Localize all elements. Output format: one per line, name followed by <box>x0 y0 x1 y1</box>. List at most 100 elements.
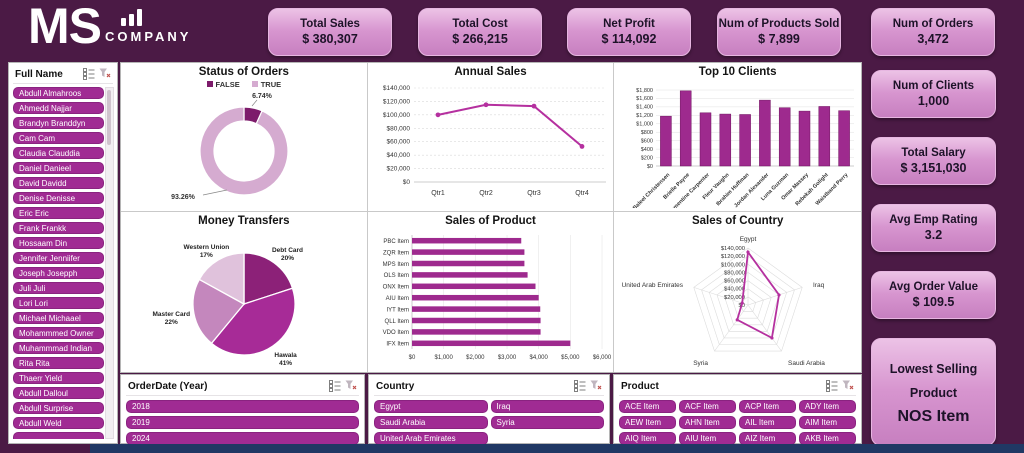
full-name-item[interactable]: Juli Juli <box>13 282 104 294</box>
svg-text:$100,000: $100,000 <box>383 112 410 119</box>
svg-text:$1,600: $1,600 <box>637 96 654 102</box>
year-item[interactable]: 2018 <box>126 400 359 413</box>
svg-text:$120,000: $120,000 <box>721 254 745 260</box>
product-slicer: Product ACE Item ACF Item ACP Item ADY Item… <box>613 374 862 446</box>
product-item[interactable]: AEW Item <box>619 416 676 429</box>
kpi-value: 1,000 <box>917 94 950 108</box>
kpi-label: Avg Order Value <box>888 281 979 293</box>
svg-text:$1,200: $1,200 <box>637 113 654 119</box>
svg-text:$2,000: $2,000 <box>466 355 485 361</box>
kpi-value: $ 7,899 <box>758 32 800 46</box>
clear-filter-icon[interactable] <box>99 68 111 80</box>
kpi-card-total-sales: Total Sales $ 380,307 <box>268 8 392 56</box>
full-name-item[interactable]: Abdull Surprise <box>13 402 104 414</box>
svg-text:QLL Item: QLL Item <box>384 319 408 325</box>
full-name-item[interactable]: Cam Cam <box>13 132 104 144</box>
svg-text:$20,000: $20,000 <box>724 295 745 301</box>
product-item[interactable]: AIM Item <box>799 416 856 429</box>
full-name-item[interactable]: Jennifer Jenniifer <box>13 252 104 264</box>
kpi-label: Total Cost <box>452 18 508 30</box>
full-name-item[interactable]: Brandyn Branddyn <box>13 117 104 129</box>
country-item[interactable]: Saudi Arabia <box>374 416 488 429</box>
product-item[interactable]: ACF Item <box>679 400 736 413</box>
kpi-value: $ 266,215 <box>452 32 508 46</box>
orderdate-year-slicer: OrderDate (Year) 2018 2019 2024 <box>120 374 365 445</box>
product-item[interactable]: AIZ Item <box>739 432 796 445</box>
product-item[interactable]: ACP Item <box>739 400 796 413</box>
product-item[interactable]: ACE Item <box>619 400 676 413</box>
country-item[interactable]: Iraq <box>490 400 604 413</box>
svg-text:Syria: Syria <box>694 360 709 367</box>
company-logo: MS COMPANY <box>28 0 191 53</box>
svg-text:Baleel Christensen: Baleel Christensen <box>632 172 672 208</box>
kpi-value: $ 114,092 <box>601 32 657 46</box>
full-name-item[interactable]: Ahmedd Najjar <box>13 102 104 114</box>
full-name-item[interactable]: Abdull Weld <box>13 417 104 429</box>
logo-subtitle: COMPANY <box>105 28 192 44</box>
kpi-card-products-sold: Num of Products Sold $ 7,899 <box>717 8 841 56</box>
svg-text:93.26%: 93.26% <box>171 194 196 201</box>
chart-title: Annual Sales <box>454 66 527 78</box>
multiselect-icon[interactable] <box>83 68 95 80</box>
svg-text:$1,000: $1,000 <box>434 355 453 361</box>
svg-text:$800: $800 <box>641 130 653 136</box>
scrollbar[interactable] <box>105 87 114 439</box>
kpi-value: $ 109.5 <box>912 295 955 309</box>
full-name-item[interactable]: Thaerr Yield <box>13 372 104 384</box>
full-name-item[interactable]: Eric Eric <box>13 207 104 219</box>
country-item[interactable]: Syria <box>490 416 604 429</box>
full-name-item[interactable]: Joseph Josepph <box>13 267 104 279</box>
clear-filter-icon[interactable] <box>590 380 602 392</box>
full-name-item[interactable]: Rita Rita <box>13 357 104 369</box>
logo-text: MS <box>28 0 102 54</box>
kpi-value: $ 3,151,030 <box>900 161 967 175</box>
full-name-item[interactable]: Lori Lori <box>13 297 104 309</box>
full-name-item[interactable]: Claudia Clauddia <box>13 147 104 159</box>
svg-text:Qtr1: Qtr1 <box>431 190 445 197</box>
svg-text:IYT Item: IYT Item <box>386 307 409 313</box>
full-name-item[interactable]: Mohammmed Owner <box>13 327 104 339</box>
multiselect-icon[interactable] <box>574 380 586 392</box>
product-item[interactable]: AHN Item <box>679 416 736 429</box>
multiselect-icon[interactable] <box>826 380 838 392</box>
full-name-list: Abdull Almahroos Ahmedd Najjar Brandyn Bra… <box>13 87 113 439</box>
full-name-item[interactable]: Abdull Dalloul <box>13 387 104 399</box>
svg-text:$5,000: $5,000 <box>561 355 580 361</box>
clear-filter-icon[interactable] <box>842 380 854 392</box>
kpi-label: Num of Orders <box>892 18 974 30</box>
svg-text:MPS Item: MPS Item <box>382 262 408 268</box>
svg-text:$80,000: $80,000 <box>386 125 410 132</box>
svg-text:$140,000: $140,000 <box>721 246 745 252</box>
scrollbar-thumb[interactable] <box>107 90 111 145</box>
full-name-item[interactable]: David Davidd <box>13 177 104 189</box>
year-item[interactable]: 2019 <box>126 416 359 429</box>
product-item[interactable]: AIL Item <box>739 416 796 429</box>
country-item[interactable]: Egypt <box>374 400 488 413</box>
chart-title: Sales of Country <box>691 215 784 227</box>
clear-filter-icon[interactable] <box>345 380 357 392</box>
svg-text:$400: $400 <box>641 147 653 153</box>
svg-text:Qtr3: Qtr3 <box>527 190 541 197</box>
svg-text:$3,000: $3,000 <box>497 355 516 361</box>
slicer-title: Full Name <box>15 68 63 80</box>
svg-text:$140,000: $140,000 <box>383 85 410 92</box>
full-name-item[interactable]: Michael Michaael <box>13 312 104 324</box>
svg-text:$1,800: $1,800 <box>637 88 654 94</box>
kpi-label: Num of Clients <box>892 80 975 92</box>
chart-annual-sales: Annual Sales $0 $20,000 $40,000 $60,000 $80,… <box>367 63 615 212</box>
full-name-item[interactable]: Frank Frankk <box>13 222 104 234</box>
product-item[interactable]: ADY Item <box>799 400 856 413</box>
full-name-item[interactable]: Abdull Almahroos <box>13 87 104 99</box>
pie-chart-canvas: Debt Card 20% Hawala 41% Master Card 22% Weste… <box>153 244 304 367</box>
kpi-card-total-cost: Total Cost $ 266,215 <box>418 8 542 56</box>
product-list: ACE Item ACF Item ACP Item ADY Item AEW Item… <box>619 400 856 446</box>
full-name-item[interactable]: Hossaam Din <box>13 237 104 249</box>
full-name-item[interactable]: Muhammmad Indian <box>13 342 104 354</box>
svg-text:PBC Item: PBC Item <box>383 239 409 245</box>
full-name-item[interactable]: Denise Denisse <box>13 192 104 204</box>
svg-text:$1,000: $1,000 <box>637 122 654 128</box>
full-name-item[interactable]: Daniel Danieel <box>13 162 104 174</box>
multiselect-icon[interactable] <box>329 380 341 392</box>
